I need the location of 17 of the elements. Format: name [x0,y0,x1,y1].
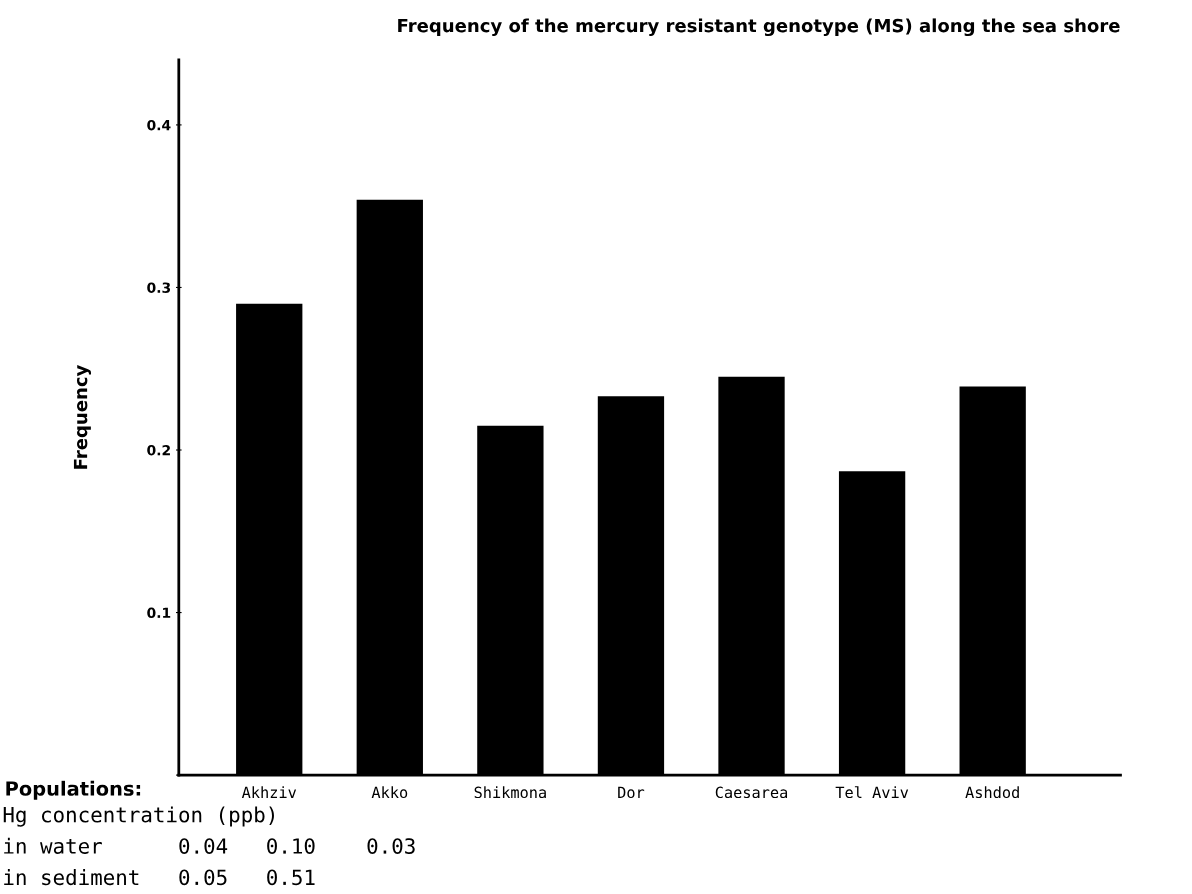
text: Hg concentration (ppb) [3,806,274,827]
x-tick-label: Ashdod [965,786,1019,799]
x-tick-label: Dor [618,786,645,799]
text: in water 0.04 0.10 0.03 [4,837,415,854]
y-tick-label: 0.4 [147,119,171,131]
text: in sediment 0.05 0.51 [4,869,315,886]
x-tick-label: Caesarea [715,786,788,799]
x-axis-title: Populations: [6,780,141,800]
y-tick-label: 0.3 [147,282,171,293]
x-tick-label: Akko [371,786,408,799]
x-tick-label: Akhziv [241,786,297,798]
y-tick-label: 0.1 [147,607,171,619]
chart-title: Frequency of the mercury resistant genotype (MS) along the sea shore [398,18,1120,37]
x-tick-label: Tel Aviv [835,786,909,799]
x-tick-label: Shikmona [474,786,546,799]
y-axis-title: Frequency [73,364,91,469]
y-tick-label: 0.2 [147,444,170,456]
